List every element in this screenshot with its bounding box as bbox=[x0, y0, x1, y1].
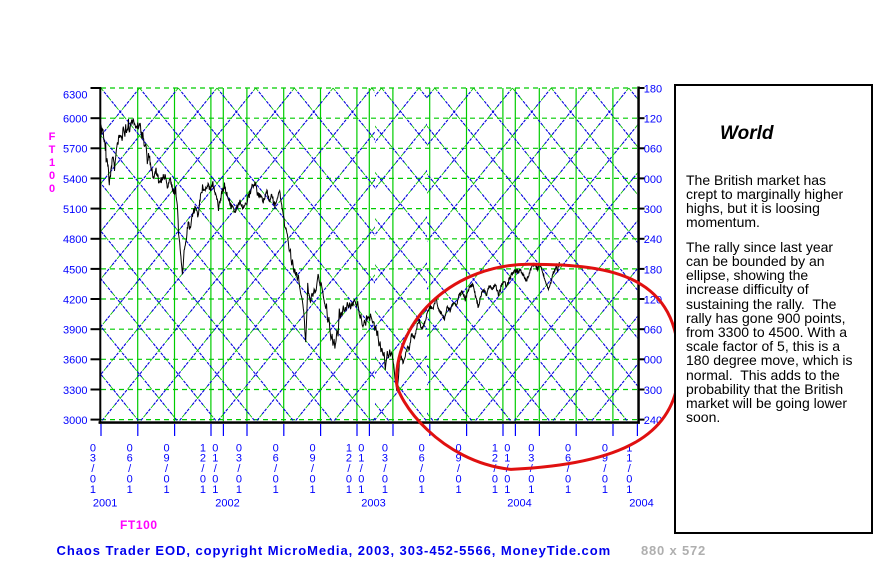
svg-text:120: 120 bbox=[644, 114, 662, 126]
svg-text:0: 0 bbox=[49, 183, 55, 195]
svg-text:300: 300 bbox=[644, 204, 662, 216]
svg-text:12/01: 1 2/0 1 bbox=[346, 442, 352, 496]
svg-text:11/01: 1 1/0 1 bbox=[626, 442, 632, 496]
svg-text:0: 0 bbox=[49, 170, 55, 182]
svg-text:6300: 6300 bbox=[63, 89, 87, 101]
svg-text:09/01: 0 9/0 1 bbox=[455, 442, 461, 496]
svg-text:060: 060 bbox=[644, 144, 662, 156]
svg-text:01/01: 0 1/0 1 bbox=[212, 442, 218, 496]
svg-text:060: 060 bbox=[644, 325, 662, 337]
svg-text:03/01: 0 3/0 1 bbox=[382, 442, 388, 496]
svg-text:03/01: 0 3/0 1 bbox=[90, 442, 96, 496]
svg-text:3000: 3000 bbox=[63, 415, 87, 427]
svg-text:4800: 4800 bbox=[63, 234, 87, 246]
svg-text:12/01: 1 2/0 1 bbox=[492, 442, 498, 496]
svg-text:5400: 5400 bbox=[63, 174, 87, 186]
svg-text:300: 300 bbox=[644, 385, 662, 397]
svg-text:5700: 5700 bbox=[63, 144, 87, 156]
svg-text:T: T bbox=[49, 144, 56, 156]
svg-text:5100: 5100 bbox=[63, 204, 87, 216]
svg-text:09/01: 0 9/0 1 bbox=[602, 442, 608, 496]
svg-text:01/01: 0 1/0 1 bbox=[358, 442, 364, 496]
svg-text:4200: 4200 bbox=[63, 294, 87, 306]
svg-text:06/01: 0 6/0 1 bbox=[419, 442, 425, 496]
svg-text:3600: 3600 bbox=[63, 355, 87, 367]
svg-text:180: 180 bbox=[644, 264, 662, 276]
svg-text:000: 000 bbox=[644, 355, 662, 367]
svg-text:3300: 3300 bbox=[63, 385, 87, 397]
svg-text:06/01: 0 6/0 1 bbox=[273, 442, 279, 496]
svg-text:2004: 2004 bbox=[507, 498, 531, 510]
svg-text:2003: 2003 bbox=[361, 498, 385, 510]
svg-text:03/01: 0 3/0 1 bbox=[236, 442, 242, 496]
svg-text:6000: 6000 bbox=[63, 114, 87, 126]
svg-text:2002: 2002 bbox=[215, 498, 239, 510]
svg-text:12/01: 1 2/0 1 bbox=[200, 442, 206, 496]
svg-text:09/01: 0 9/0 1 bbox=[163, 442, 169, 496]
svg-text:180: 180 bbox=[644, 83, 662, 95]
svg-text:1: 1 bbox=[49, 157, 55, 169]
svg-text:F: F bbox=[49, 131, 56, 143]
svg-text:06/01: 0 6/0 1 bbox=[565, 442, 571, 496]
svg-text:06/01: 0 6/0 1 bbox=[127, 442, 133, 496]
svg-text:2001: 2001 bbox=[93, 498, 117, 510]
svg-text:09/01: 0 9/0 1 bbox=[309, 442, 315, 496]
svg-text:4500: 4500 bbox=[63, 264, 87, 276]
svg-text:240: 240 bbox=[644, 234, 662, 246]
svg-text:000: 000 bbox=[644, 174, 662, 186]
svg-text:3900: 3900 bbox=[63, 325, 87, 337]
svg-text:2004: 2004 bbox=[629, 498, 653, 510]
